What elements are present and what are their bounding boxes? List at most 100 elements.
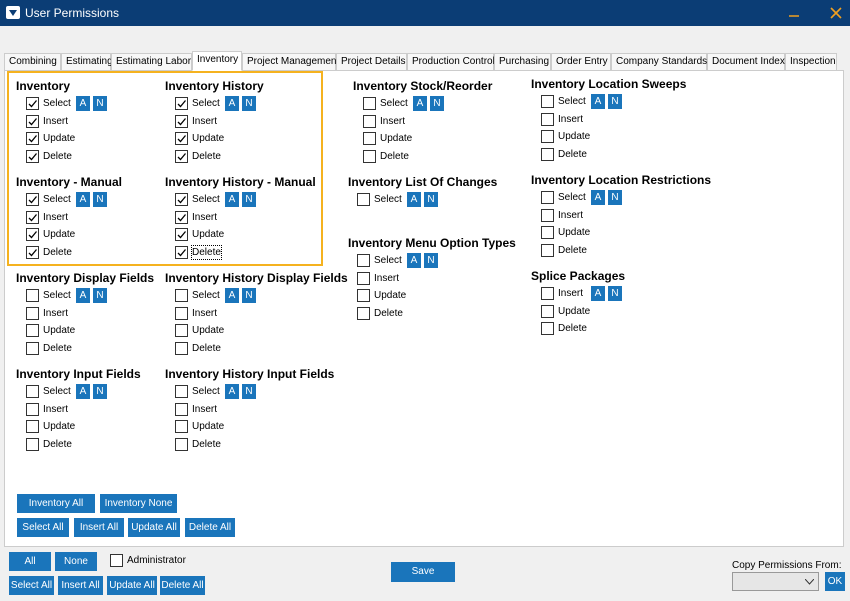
row-button[interactable]: A <box>225 288 239 303</box>
button[interactable]: Insert All <box>58 576 103 595</box>
checkbox[interactable] <box>26 210 39 224</box>
checkbox[interactable] <box>26 420 39 433</box>
row-button[interactable]: N <box>430 96 444 111</box>
checkbox[interactable] <box>175 97 188 110</box>
checkbox[interactable] <box>357 289 370 302</box>
checkbox[interactable] <box>541 191 554 204</box>
checkbox[interactable] <box>26 114 39 128</box>
checkbox[interactable] <box>175 437 188 451</box>
checkbox[interactable] <box>541 226 554 239</box>
checkbox[interactable] <box>26 228 39 241</box>
row-button[interactable]: N <box>242 96 256 111</box>
button[interactable]: None <box>55 552 97 571</box>
button[interactable]: Update All <box>128 518 180 537</box>
row-button[interactable]: A <box>591 190 605 205</box>
button[interactable]: Select All <box>9 576 54 595</box>
button[interactable]: Inventory None <box>100 494 177 513</box>
tab[interactable]: Project Management <box>242 53 339 71</box>
button[interactable]: Inventory All <box>17 494 95 513</box>
checkbox[interactable] <box>175 132 188 145</box>
row-button[interactable]: N <box>608 190 622 205</box>
checkbox[interactable] <box>357 193 370 206</box>
row-button[interactable]: A <box>76 96 90 111</box>
checkbox[interactable] <box>175 289 188 302</box>
row-button[interactable]: N <box>424 192 438 207</box>
row-button[interactable]: A <box>225 192 239 207</box>
row-button[interactable]: N <box>608 286 622 301</box>
checkbox[interactable] <box>175 306 188 320</box>
tab[interactable]: Inventory <box>192 51 242 71</box>
row-button[interactable]: A <box>591 94 605 109</box>
row-button[interactable]: A <box>76 192 90 207</box>
checkbox[interactable] <box>26 324 39 337</box>
tab[interactable]: Project Details <box>336 53 407 71</box>
tab[interactable]: Purchasing <box>494 53 551 71</box>
checkbox[interactable] <box>175 245 188 259</box>
checkbox[interactable] <box>26 402 39 416</box>
checkbox[interactable] <box>26 289 39 302</box>
row-button[interactable]: N <box>424 253 438 268</box>
checkbox[interactable] <box>110 554 123 567</box>
checkbox[interactable] <box>541 95 554 108</box>
row-button[interactable]: A <box>413 96 427 111</box>
button[interactable]: Select All <box>17 518 69 537</box>
row-button[interactable]: A <box>225 96 239 111</box>
checkbox[interactable] <box>175 114 188 128</box>
checkbox[interactable] <box>175 324 188 337</box>
tab[interactable]: Order Entry <box>551 53 611 71</box>
checkbox[interactable] <box>363 132 376 145</box>
row-button[interactable]: A <box>407 192 421 207</box>
checkbox[interactable] <box>541 147 554 161</box>
checkbox[interactable] <box>26 306 39 320</box>
checkbox[interactable] <box>26 245 39 259</box>
row-button[interactable]: N <box>242 384 256 399</box>
checkbox[interactable] <box>541 112 554 126</box>
checkbox[interactable] <box>26 341 39 355</box>
checkbox[interactable] <box>175 341 188 355</box>
tab[interactable]: Company Standards <box>611 53 707 71</box>
checkbox[interactable] <box>26 193 39 206</box>
tab[interactable]: Estimating Labor <box>111 53 192 71</box>
checkbox[interactable] <box>541 304 554 318</box>
tab[interactable]: Inspection <box>785 53 837 71</box>
row-button[interactable]: A <box>591 286 605 301</box>
row-button[interactable]: N <box>242 192 256 207</box>
checkbox[interactable] <box>175 193 188 206</box>
tab[interactable]: Estimating <box>61 53 113 71</box>
button[interactable]: Delete All <box>185 518 235 537</box>
button[interactable]: Insert All <box>74 518 124 537</box>
row-button[interactable]: A <box>407 253 421 268</box>
checkbox[interactable] <box>363 114 376 128</box>
row-button[interactable]: A <box>76 384 90 399</box>
row-button[interactable]: N <box>93 192 107 207</box>
checkbox[interactable] <box>26 149 39 163</box>
checkbox[interactable] <box>175 210 188 224</box>
row-button[interactable]: N <box>93 384 107 399</box>
checkbox[interactable] <box>26 132 39 145</box>
minimize-button[interactable] <box>788 8 800 18</box>
checkbox[interactable] <box>541 243 554 257</box>
row-button[interactable]: N <box>93 288 107 303</box>
checkbox[interactable] <box>26 385 39 398</box>
row-button[interactable]: N <box>242 288 256 303</box>
row-button[interactable]: N <box>93 96 107 111</box>
checkbox[interactable] <box>175 420 188 433</box>
checkbox[interactable] <box>541 287 554 300</box>
checkbox[interactable] <box>175 402 188 416</box>
checkbox[interactable] <box>541 322 554 335</box>
close-button[interactable] <box>830 7 842 19</box>
save-button[interactable]: Save <box>391 562 455 582</box>
checkbox[interactable] <box>357 271 370 285</box>
checkbox[interactable] <box>541 208 554 222</box>
tab[interactable]: Production Control <box>407 53 495 71</box>
checkbox[interactable] <box>541 130 554 143</box>
ok-button[interactable]: OK <box>825 572 845 591</box>
checkbox[interactable] <box>175 228 188 241</box>
checkbox[interactable] <box>363 97 376 110</box>
row-button[interactable]: N <box>608 94 622 109</box>
checkbox[interactable] <box>357 254 370 267</box>
checkbox[interactable] <box>363 149 376 163</box>
tab[interactable]: Document Index <box>707 53 785 71</box>
checkbox[interactable] <box>175 385 188 398</box>
checkbox[interactable] <box>26 437 39 451</box>
